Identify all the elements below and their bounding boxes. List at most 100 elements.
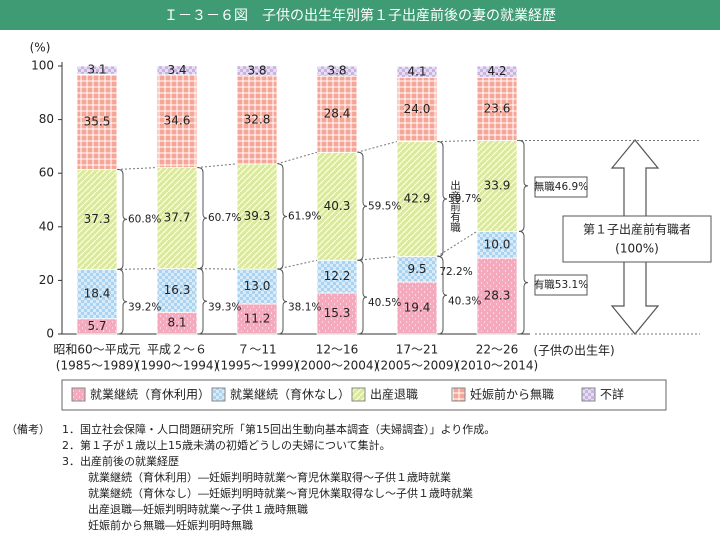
x-tick-label: (1995～1999) [216, 359, 298, 373]
x-axis-label: (子供の出生年) [533, 344, 614, 358]
y-tick-label: 100 [31, 59, 54, 73]
annotation: 59.5% [368, 200, 401, 212]
x-tick-label: (2000～2004) [296, 359, 378, 373]
x-tick-label: 22～26 [476, 343, 519, 357]
x-tick-label: (1990～1994) [136, 359, 218, 373]
note-item: 1．国立社会保障・人口問題研究所「第15回出生動向基本調査（夫婦調査）」より作成… [62, 422, 495, 436]
x-tick-label: 12～16 [316, 343, 359, 357]
bar-segment [76, 269, 118, 320]
connector [356, 256, 398, 261]
legend-label: 就業継続（育休利用） [90, 387, 210, 402]
connector [116, 268, 158, 270]
value-label: 15.3 [324, 306, 351, 320]
annotation: 40.3% [448, 295, 481, 307]
value-label: 42.9 [404, 192, 431, 206]
x-tick-label: 昭和60～平成元 [53, 343, 140, 357]
bar-segment [476, 65, 518, 78]
value-label: 9.5 [407, 262, 426, 276]
value-label: 24.0 [404, 102, 431, 116]
connector [116, 167, 158, 170]
bar-segment [156, 167, 198, 270]
connector [356, 141, 398, 153]
annotation: 出産前有職 [449, 179, 461, 233]
annotation: 38.1% [288, 302, 321, 314]
bar-segment [316, 75, 358, 153]
bar-segment [156, 65, 198, 76]
value-label: 3.8 [327, 64, 346, 78]
legend-swatch [211, 387, 226, 402]
brace [117, 168, 128, 270]
bar-segment [236, 163, 278, 270]
value-label: 28.3 [484, 289, 511, 303]
bar-segment [236, 303, 278, 335]
bar-segment [316, 292, 358, 335]
bar-segment [476, 140, 518, 232]
brace [197, 268, 208, 335]
connector [196, 268, 238, 270]
y-tick-label: 20 [39, 273, 54, 287]
annotation-box [534, 176, 588, 198]
annotation: 72.2% [439, 266, 472, 278]
note-item: 2．第１子が１歳以上15歳未満の初婚どうしの夫婦について集計。 [62, 438, 391, 452]
brace [197, 167, 208, 270]
legend-label: 就業継続（育休なし） [230, 387, 350, 402]
note-item: 3．出産前後の就業経歴 [62, 454, 179, 468]
value-label: 37.3 [84, 212, 111, 226]
bar-segment [236, 268, 278, 305]
x-tick-label: (2005～2009) [376, 359, 458, 373]
value-label: 34.6 [164, 114, 191, 128]
bar-segment [476, 76, 518, 141]
value-label: 10.0 [484, 237, 511, 251]
value-label: 12.2 [324, 269, 351, 283]
brace [357, 259, 368, 335]
y-tick-label: 60 [39, 166, 54, 180]
value-label: 32.8 [244, 112, 271, 126]
connector [436, 140, 478, 143]
bar-segment [316, 65, 358, 77]
annotation: 無職46.9% [534, 180, 588, 193]
legend-label: 出産退職 [370, 387, 418, 402]
value-label: 19.4 [404, 301, 431, 315]
brace [518, 140, 529, 232]
box-label: 第１子出産前有職者 [583, 222, 691, 237]
annotation: 61.9% [288, 210, 321, 222]
value-label: 23.6 [484, 101, 511, 115]
value-label: 35.5 [84, 114, 111, 128]
chart-title: Ｉ－３－６図 子供の出生年別第１子出産前後の妻の就業経歴 [164, 7, 556, 24]
legend-swatch [351, 387, 366, 402]
annotation: 40.5% [368, 297, 401, 309]
box-sub: (100%) [615, 242, 659, 256]
annotation: 有職53.1% [534, 278, 588, 291]
annotation: 39.3% [208, 301, 241, 313]
annotation: 39.2% [128, 302, 161, 314]
value-label: 3.4 [167, 63, 186, 77]
connector [276, 259, 318, 270]
brace [357, 151, 368, 261]
value-label: 3.1 [87, 63, 106, 77]
annotation: 60.7% [208, 212, 241, 224]
bar-segment [316, 259, 358, 294]
y-tick-label: 80 [39, 112, 54, 126]
brace [437, 256, 448, 335]
x-tick-label: (2010～2014) [456, 359, 538, 373]
value-label: 11.2 [244, 311, 271, 325]
bar-segment [316, 151, 358, 261]
value-label: 33.9 [484, 178, 511, 192]
y-tick-label: 0 [46, 327, 54, 341]
brace [277, 268, 288, 335]
legend-label: 妊娠前から無職 [470, 387, 554, 402]
annotation: 60.8% [128, 213, 161, 225]
note-definition: 就業継続（育休利用）―妊娠判明時就業～育児休業取得～子供１歳時就業 [88, 470, 451, 484]
title-bar [0, 0, 720, 30]
legend-swatch [451, 387, 466, 402]
value-label: 13.0 [244, 279, 271, 293]
x-tick-label: 平成２～６ [147, 343, 207, 357]
brace [277, 163, 288, 270]
connector [276, 151, 318, 165]
brace [518, 230, 529, 335]
x-tick-label: 17～21 [396, 343, 439, 357]
notes-heading: （備考） [6, 423, 50, 436]
brace [437, 141, 448, 258]
bar-segment [76, 169, 118, 270]
